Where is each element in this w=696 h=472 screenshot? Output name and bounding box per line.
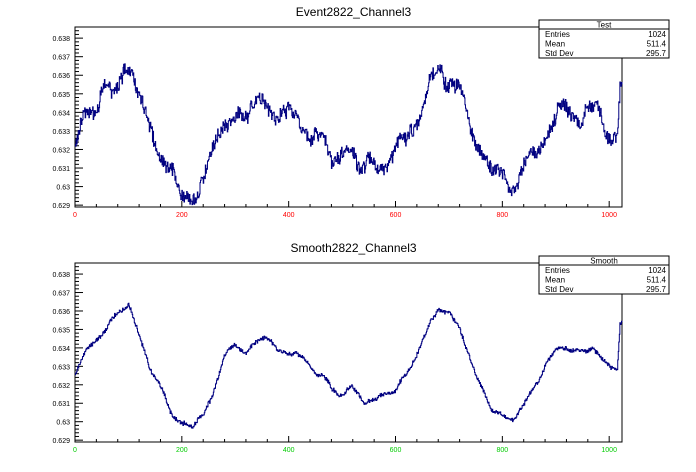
y-tick-label: 0.637 <box>52 291 70 298</box>
chart-panel-2: Smooth2822_Channel3 0.629 0.63 0.631 0.632 0.… <box>52 241 670 454</box>
y-tick-label: 0.636 <box>52 73 70 80</box>
stats-value: 511.4 <box>647 276 667 285</box>
stats-value: 511.4 <box>647 40 667 49</box>
y-tick-label: 0.638 <box>52 36 70 43</box>
plot-frame <box>74 262 623 443</box>
x-tick-label: 800 <box>497 212 509 219</box>
plot-frame <box>74 26 623 208</box>
stats-value: 1024 <box>648 30 666 39</box>
stats-label: Std Dev <box>545 49 573 58</box>
stats-box <box>538 19 670 59</box>
y-tick-label: 0.635 <box>52 327 70 334</box>
y-tick-label: 0.634 <box>52 346 70 353</box>
series-line <box>75 63 623 206</box>
stats-label: Entries <box>545 266 570 275</box>
chart-title: Smooth2822_Channel3 <box>290 241 416 255</box>
x-tick-label: 600 <box>390 212 402 219</box>
x-tick-label: 200 <box>176 212 188 219</box>
stats-title: Test <box>597 21 612 30</box>
y-tick-label: 0.63 <box>56 185 70 192</box>
stats-title: Smooth <box>590 257 618 266</box>
stats-value: 295.7 <box>646 49 667 58</box>
x-tick-label: 400 <box>283 212 295 219</box>
chart-title: Event2822_Channel3 <box>296 5 412 19</box>
stats-label: Mean <box>545 40 565 49</box>
x-tick-label: 600 <box>390 447 402 454</box>
y-tick-label: 0.637 <box>52 55 70 62</box>
x-tick-label: 0 <box>73 212 77 219</box>
y-tick-label: 0.629 <box>52 438 70 445</box>
y-tick-label: 0.631 <box>52 401 70 408</box>
y-tick-label: 0.632 <box>52 147 70 154</box>
x-tick-label: 800 <box>497 447 509 454</box>
y-tick-label: 0.63 <box>56 420 70 427</box>
y-tick-label: 0.638 <box>52 272 70 279</box>
y-tick-label: 0.632 <box>52 383 70 390</box>
series-line <box>75 302 623 429</box>
stats-label: Std Dev <box>545 285 573 294</box>
y-tick-label: 0.636 <box>52 309 70 316</box>
stats-value: 295.7 <box>646 285 667 294</box>
stats-box <box>538 255 670 295</box>
stats-value: 1024 <box>648 266 666 275</box>
y-tick-label: 0.631 <box>52 166 70 173</box>
x-tick-label: 0 <box>73 447 77 454</box>
y-tick-label: 0.633 <box>52 364 70 371</box>
chart-panel-1: Event2822_Channel3 0.629 0.63 0.631 0.632 0.6… <box>52 5 670 219</box>
y-tick-label: 0.635 <box>52 92 70 99</box>
x-tick-label: 1000 <box>601 212 617 219</box>
x-tick-label: 1000 <box>601 447 617 454</box>
y-tick-label: 0.634 <box>52 110 70 117</box>
stats-label: Entries <box>545 30 570 39</box>
x-tick-label: 200 <box>176 447 188 454</box>
stats-label: Mean <box>545 276 565 285</box>
y-tick-label: 0.629 <box>52 203 70 210</box>
x-tick-label: 400 <box>283 447 295 454</box>
y-tick-label: 0.633 <box>52 129 70 136</box>
